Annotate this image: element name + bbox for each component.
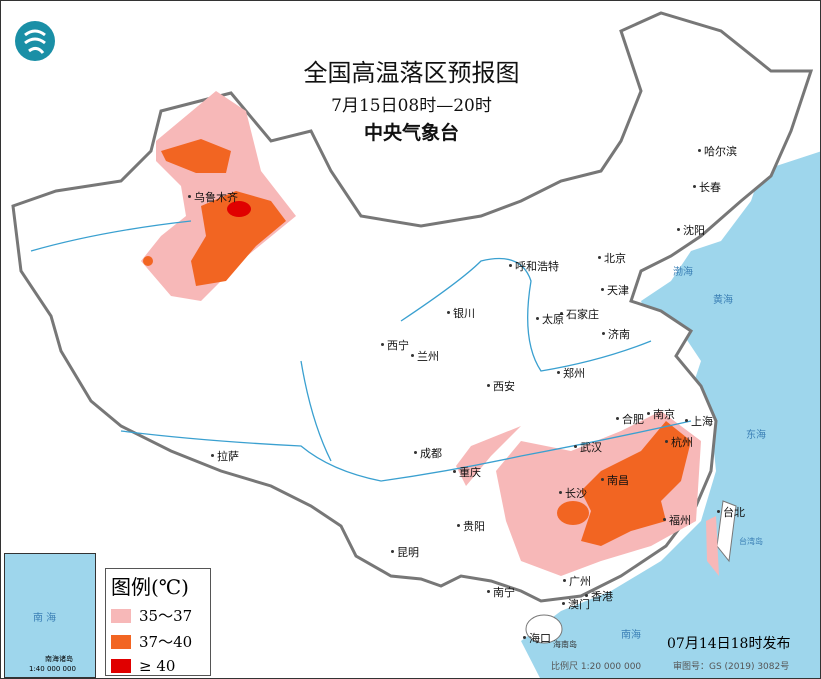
legend-title: 图例(℃) [111,575,189,599]
legend-label: 37～40 [139,633,193,651]
city-label: 台北 [717,506,745,519]
city-label: 武汉 [574,441,602,454]
city-label: 上海 [685,415,713,428]
city-label: 西安 [487,380,515,393]
city-label: 沈阳 [677,224,705,237]
city-label: 呼和浩特 [509,260,559,273]
city-label: 杭州 [665,436,693,449]
sea-label: 南海 [621,630,641,641]
legend-item: 35～37 [111,605,210,626]
south-china-sea-inset: 南 海 南海诸岛 1:40 000 000 [4,553,96,678]
hainan-island [525,614,563,644]
sea-label: 东海 [746,430,766,441]
city-label: 天津 [601,284,629,297]
publish-time: 07月14日18时发布 [667,636,791,652]
cma-logo-icon [15,21,55,61]
city-label: 南昌 [601,474,629,487]
legend-swatch [111,659,131,673]
city-label: 香港 [585,590,613,603]
city-label: 广州 [563,575,591,588]
city-label: 拉萨 [211,450,239,463]
city-label: 乌鲁木齐 [188,191,238,204]
city-label: 兰州 [411,350,439,363]
inset-scale: 1:40 000 000 [29,665,76,673]
rivers [30,220,692,482]
city-label: 石家庄 [560,308,599,321]
city-label: 南京 [647,408,675,421]
legend-item: ≥ 40 [111,657,210,675]
agency-name: 中央气象台 [363,122,459,144]
city-label: 昆明 [391,546,419,559]
sea-label: 黄海 [713,295,733,306]
city-label: 重庆 [453,466,481,479]
city-label: 银川 [447,307,475,320]
map-title: 全国高温落区预报图 [303,59,520,87]
city-label: 长春 [693,181,721,194]
legend: 图例(℃) 35～37 37～40 ≥ 40 [105,568,211,676]
map-scale: 比例尺 1:20 000 000 [551,662,642,672]
heat-area-37-40 [143,139,691,546]
city-label: 哈尔滨 [698,145,737,158]
legend-label: 35～37 [139,607,193,625]
inset-sea-label: 南 海 [33,613,57,624]
city-label: 海口 [523,632,551,645]
taiwan-island [716,500,737,563]
city-label: 贵阳 [457,520,485,533]
sea-label: 台湾岛 [739,537,763,546]
city-label: 太原 [536,313,564,326]
sea-label: 渤海 [673,267,693,278]
sea-area [521,151,820,678]
legend-item: 37～40 [111,631,210,652]
city-label: 成都 [414,447,442,460]
city-label: 西宁 [381,339,409,352]
city-label: 澳门 [562,598,590,611]
city-label: 福州 [663,514,691,527]
city-label: 郑州 [557,367,585,380]
heat-area-above-40 [227,201,251,217]
legend-swatch [111,634,131,649]
city-label: 济南 [602,328,630,341]
map-approval-number: 审图号：GS (2019) 3082号 [673,662,790,672]
legend-swatch [111,608,131,623]
inset-islands-label: 南海诸岛 [45,655,73,663]
city-label: 南宁 [487,586,515,599]
sea-label: 海南岛 [553,640,577,649]
legend-label: ≥ 40 [139,657,176,675]
city-label: 长沙 [559,487,587,500]
forecast-time-range: 7月15日08时—20时 [331,96,492,116]
city-label: 北京 [598,252,626,265]
city-label: 合肥 [616,413,644,426]
